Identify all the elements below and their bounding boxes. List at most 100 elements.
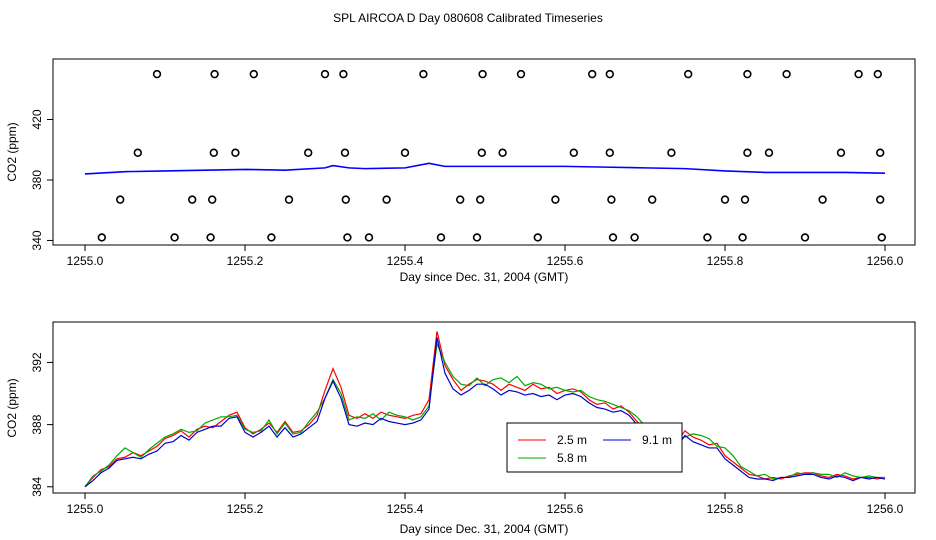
top-circle-marker xyxy=(854,69,863,79)
top-circle-marker xyxy=(877,233,886,242)
bottom-xtick-label: 1255.4 xyxy=(387,502,424,516)
top-xlabel: Day since Dec. 31, 2004 (GMT) xyxy=(400,270,569,284)
top-xtick-label: 1255.8 xyxy=(707,254,744,268)
bottom-xtick-label: 1255.8 xyxy=(707,502,744,516)
bottom-ytick-label: 388 xyxy=(30,414,44,434)
top-circle-marker xyxy=(320,69,330,79)
bottom-xtick-label: 1255.2 xyxy=(227,502,264,516)
top-circle-marker xyxy=(133,148,143,157)
top-circle-marker xyxy=(647,195,657,204)
top-circle-marker xyxy=(477,148,486,157)
top-xtick-label: 1255.6 xyxy=(547,254,584,268)
top-circle-marker xyxy=(764,148,774,157)
top-circle-marker xyxy=(818,195,827,204)
figure-title: SPL AIRCOA D Day 080608 Calibrated Times… xyxy=(333,11,603,25)
bottom-plot-frame xyxy=(52,321,916,494)
top-xtick-label: 1256.0 xyxy=(867,254,904,268)
top-circle-marker xyxy=(152,69,162,79)
top-circle-marker xyxy=(284,195,294,204)
top-circle-marker xyxy=(170,233,179,242)
top-circle-marker xyxy=(208,195,217,204)
bottom-axis-ticks: 1255.0 1255.2 1255.4 1255.6 1255.8 1256.0 384 3… xyxy=(30,352,904,516)
bottom-series xyxy=(84,331,886,488)
top-circle-marker xyxy=(516,69,526,79)
top-circle-marker xyxy=(267,233,276,242)
bottom-ytick-label: 384 xyxy=(30,476,44,496)
top-circle-marker xyxy=(605,148,614,157)
bottom-ytick-label: 392 xyxy=(30,352,44,372)
top-circle-marker xyxy=(206,233,215,242)
top-circle-marker xyxy=(782,69,791,79)
top-circle-marker xyxy=(743,69,752,79)
top-circle-marker xyxy=(551,195,560,204)
bottom-panel: 1255.0 1255.2 1255.4 1255.6 1255.8 1256.0 384 3… xyxy=(5,321,916,536)
legend-label-2-5m: 2.5 m xyxy=(557,433,587,447)
top-axis-ticks: 1255.0 1255.2 1255.4 1255.6 1255.8 1256.0 340 3… xyxy=(30,109,904,268)
top-circle-marker xyxy=(188,195,197,204)
legend: 2.5 m 5.8 m 9.1 m xyxy=(506,422,683,473)
series-line-9-1-m xyxy=(84,337,886,488)
top-xtick-label: 1255.0 xyxy=(67,254,104,268)
top-circle-marker xyxy=(478,69,487,79)
legend-label-5-8m: 5.8 m xyxy=(557,451,587,465)
top-circle-marker xyxy=(875,195,885,204)
top-circle-marker xyxy=(456,195,465,204)
top-circle-marker xyxy=(341,195,350,204)
bottom-xtick-label: 1255.6 xyxy=(547,502,584,516)
legend-box xyxy=(506,422,683,473)
top-circle-marker xyxy=(364,233,374,242)
top-circle-marker xyxy=(607,195,616,204)
top-circle-marker xyxy=(720,195,730,204)
top-circle-marker xyxy=(667,148,676,157)
series-line-5-8-m xyxy=(84,341,885,488)
top-circle-marker xyxy=(738,233,747,242)
top-circle-marker xyxy=(339,69,348,79)
top-circle-marker xyxy=(683,69,693,79)
bottom-xtick-label: 1255.0 xyxy=(67,502,104,516)
top-xtick-label: 1255.4 xyxy=(387,254,424,268)
top-circle-marker xyxy=(740,195,750,204)
top-circle-marker xyxy=(209,148,219,157)
top-plot-frame xyxy=(52,58,916,246)
top-circle-marker xyxy=(304,148,313,157)
top-co2-line xyxy=(84,162,886,175)
top-circle-marker xyxy=(97,233,107,242)
top-circle-marker xyxy=(436,233,446,242)
top-circle-marker xyxy=(533,233,542,242)
top-circle-marker xyxy=(630,233,639,242)
top-circle-marker xyxy=(873,69,882,79)
top-circle-marker xyxy=(382,195,391,204)
top-circle-marker xyxy=(472,233,482,242)
top-circle-marker xyxy=(400,148,410,157)
top-circle-marker xyxy=(210,69,219,79)
top-ytick-label: 380 xyxy=(30,170,44,190)
top-xtick-label: 1255.2 xyxy=(227,254,264,268)
top-series xyxy=(84,162,886,175)
top-circle-marker xyxy=(875,148,885,157)
top-circle-markers xyxy=(97,69,886,242)
series-line-2-5-m xyxy=(84,331,886,488)
legend-label-9-1m: 9.1 m xyxy=(642,433,672,447)
top-panel: 1255.0 1255.2 1255.4 1255.6 1255.8 1256.0 340 3… xyxy=(5,58,916,284)
top-circle-marker xyxy=(608,233,618,242)
top-circle-marker xyxy=(836,148,846,157)
top-circle-marker xyxy=(419,69,428,79)
top-circle-marker xyxy=(476,195,485,204)
bottom-xlabel: Day since Dec. 31, 2004 (GMT) xyxy=(400,522,569,536)
top-ytick-label: 340 xyxy=(30,230,44,250)
top-circle-marker xyxy=(249,69,259,79)
top-circle-marker xyxy=(569,148,578,157)
top-circle-marker xyxy=(498,148,507,157)
top-circle-marker xyxy=(587,69,597,79)
top-ytick-label: 420 xyxy=(30,109,44,129)
top-circle-marker xyxy=(343,233,352,242)
top-ylabel: CO2 (ppm) xyxy=(5,122,19,181)
top-circle-marker xyxy=(743,148,752,157)
top-circle-marker xyxy=(231,148,240,157)
top-circle-marker xyxy=(703,233,712,242)
top-circle-marker xyxy=(340,148,350,157)
bottom-xtick-label: 1256.0 xyxy=(867,502,904,516)
bottom-ylabel: CO2 (ppm) xyxy=(5,378,19,437)
top-circle-marker xyxy=(605,69,614,79)
